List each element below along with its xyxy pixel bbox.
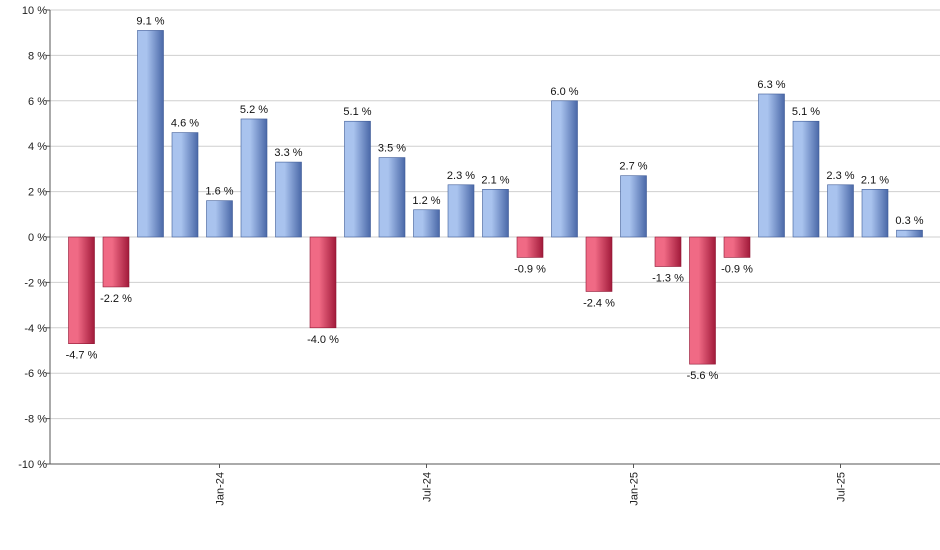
bar-value-label: 5.2 %	[240, 104, 268, 116]
x-tick-label: Jan-24	[215, 472, 227, 506]
bar-value-label: 5.1 %	[792, 106, 820, 118]
bar-value-label: -4.0 %	[307, 334, 339, 346]
bar	[723, 236, 751, 258]
bar	[482, 189, 509, 238]
bar-value-label: 5.1 %	[343, 106, 371, 118]
bar	[827, 184, 854, 238]
bar-value-label: 2.1 %	[861, 174, 889, 186]
bar	[206, 200, 233, 238]
y-tick-label: -4 %	[24, 323, 47, 335]
bar	[240, 118, 268, 238]
bar-value-label: 2.1 %	[481, 174, 509, 186]
bar	[551, 100, 578, 238]
x-tick-label: Jan-25	[629, 472, 641, 506]
bar-value-label: -0.9 %	[721, 263, 753, 275]
bar	[758, 93, 785, 238]
bar	[447, 184, 475, 238]
y-tick-label: 8 %	[28, 50, 47, 62]
bar-value-label: 9.1 %	[136, 15, 164, 27]
bar-value-label: -2.4 %	[583, 297, 615, 309]
y-tick-label: 6 %	[28, 96, 47, 108]
bar	[654, 236, 682, 267]
bar-value-label: -5.6 %	[687, 370, 719, 382]
y-tick-label: 2 %	[28, 187, 47, 199]
bar	[413, 209, 440, 238]
y-tick-label: -8 %	[24, 414, 47, 426]
bar-value-label: 1.6 %	[205, 186, 233, 198]
bar	[378, 157, 406, 238]
data-labels: -4.7 % -2.2 % 9.1 % 4.6 % 1.6 % 5.2 % 3.3 % -4.…	[66, 15, 924, 382]
bar-value-label: -1.3 %	[652, 273, 684, 285]
bar-value-label: 1.2 %	[412, 195, 440, 207]
bar-value-label: 2.7 %	[619, 161, 647, 173]
bar	[516, 236, 544, 258]
bar-value-label: -2.2 %	[100, 293, 132, 305]
bar	[344, 120, 371, 238]
bar	[896, 229, 923, 238]
bar	[137, 30, 164, 238]
bar	[102, 236, 130, 288]
y-tick-label: 10 %	[22, 5, 47, 17]
y-tick-label: -6 %	[24, 368, 47, 380]
y-tick-label: 4 %	[28, 141, 47, 153]
x-tick-label: Jul-25	[836, 472, 848, 502]
bar-value-label: 2.3 %	[826, 170, 854, 182]
bar-value-label: -4.7 %	[66, 350, 98, 362]
bar-value-label: 4.6 %	[171, 118, 199, 130]
bar	[171, 132, 199, 238]
y-tick-label: 0 %	[28, 232, 47, 244]
bar	[620, 175, 647, 238]
x-tick-label: Jul-24	[422, 472, 434, 502]
bar	[68, 236, 95, 344]
y-axis: 10 % 8 % 6 % 4 % 2 % 0 % -2 % -4 % -6 % -8 % -10 %	[18, 5, 51, 471]
bar	[309, 236, 337, 329]
bar	[861, 189, 889, 238]
bar-value-label: 0.3 %	[895, 215, 923, 227]
bar	[792, 120, 820, 238]
bar-value-label: 2.3 %	[447, 170, 475, 182]
bars	[68, 30, 923, 365]
bar	[275, 161, 302, 238]
bar-value-label: 3.3 %	[274, 147, 302, 159]
bar	[585, 236, 613, 292]
y-tick-label: -10 %	[18, 459, 47, 471]
bar	[689, 236, 716, 365]
y-tick-label: -2 %	[24, 277, 47, 289]
bar-value-label: -0.9 %	[514, 263, 546, 275]
x-axis: Jan-24 Jul-24 Jan-25 Jul-25	[50, 463, 940, 506]
bar-value-label: 6.0 %	[550, 86, 578, 98]
bar-value-label: 3.5 %	[378, 143, 406, 155]
bar-value-label: 6.3 %	[757, 79, 785, 91]
